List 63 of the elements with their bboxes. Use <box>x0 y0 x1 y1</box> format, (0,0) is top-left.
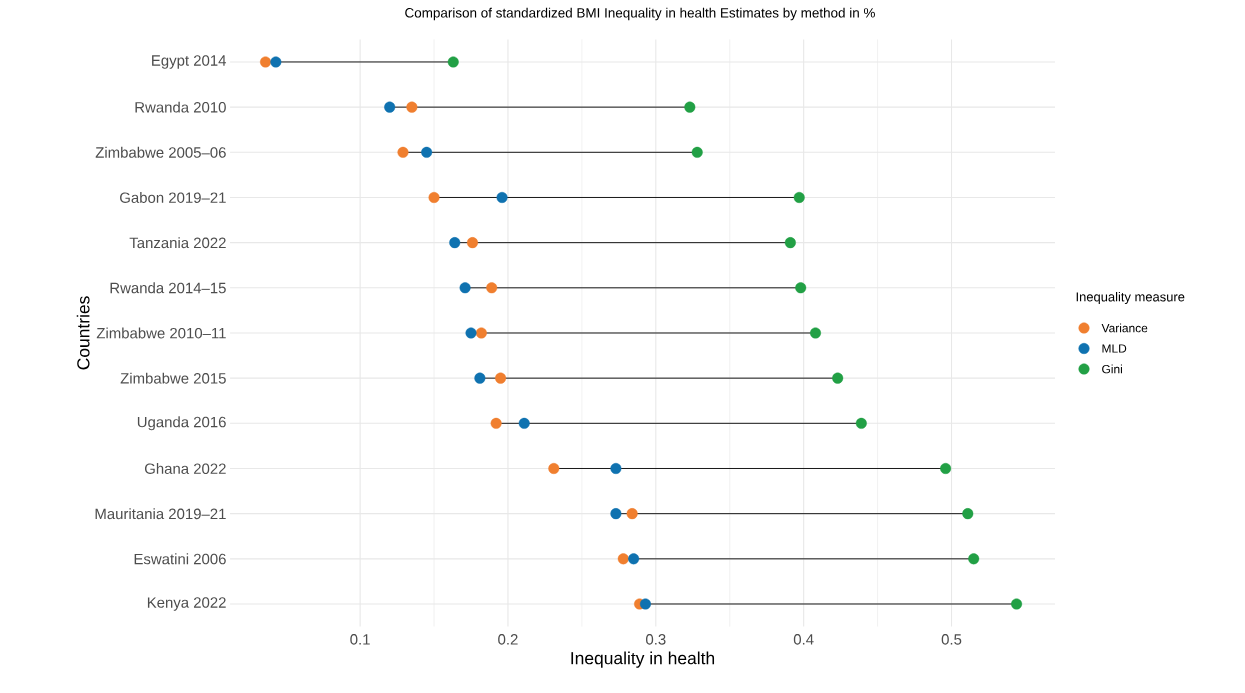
legend-label: MLD <box>1102 344 1127 353</box>
point <box>449 237 461 249</box>
point <box>855 417 867 429</box>
legend-label: Variance <box>1101 323 1148 333</box>
point <box>639 598 651 610</box>
legend-label: Gini <box>1102 364 1122 374</box>
point <box>384 101 396 113</box>
point <box>397 146 409 158</box>
x-tick-label: 0.3 <box>646 634 666 645</box>
y-tick-label: Zimbabwe 2015 <box>120 372 226 384</box>
y-tick-label: Zimbabwe 2005–06 <box>95 146 226 158</box>
point <box>259 56 271 68</box>
point <box>518 417 530 429</box>
x-tick-label: 0.5 <box>941 634 962 645</box>
point <box>968 553 980 565</box>
point <box>691 146 703 158</box>
y-tick-label: Zimbabwe 2010–11 <box>96 327 226 339</box>
y-tick-label: Kenya 2022 <box>147 597 226 611</box>
point <box>610 462 622 474</box>
y-tick-label: Rwanda 2010 <box>135 101 226 113</box>
y-tick-label: Gabon 2019–21 <box>120 191 226 203</box>
y-axis-title: Countries <box>76 296 90 370</box>
point <box>428 191 440 203</box>
y-tick-label: Ghana 2022 <box>144 463 226 474</box>
chart-title: Comparison of standardized BMI Inequality in health Estimates by method in % <box>405 7 875 21</box>
point <box>548 462 560 474</box>
point <box>447 56 459 68</box>
y-tick-label: Rwanda 2014–15 <box>110 282 226 294</box>
point <box>496 191 508 203</box>
point <box>406 101 418 113</box>
y-tick-label: Uganda 2016 <box>137 416 226 431</box>
point <box>832 372 844 384</box>
y-tick-label: Tanzania 2022 <box>129 237 226 249</box>
point <box>459 282 471 294</box>
x-tick-label: 0.1 <box>350 634 370 645</box>
point <box>784 237 796 249</box>
x-tick-label: 0.2 <box>498 634 518 645</box>
point <box>940 462 952 474</box>
point <box>628 553 640 565</box>
y-tick-label: Egypt 2014 <box>152 55 227 69</box>
point <box>684 101 696 113</box>
point <box>626 508 638 520</box>
x-axis-title: Inequality in health <box>571 651 715 668</box>
point <box>475 327 487 339</box>
point <box>486 282 498 294</box>
y-tick-label: Eswatini 2006 <box>134 553 226 565</box>
point <box>490 417 502 429</box>
point <box>617 553 629 565</box>
point <box>421 146 433 158</box>
x-tick-label: 0.4 <box>793 634 814 645</box>
point <box>1011 598 1023 610</box>
point <box>793 191 805 203</box>
point <box>466 237 478 249</box>
point <box>495 372 507 384</box>
point <box>270 56 282 68</box>
y-tick-label: Mauritania 2019–21 <box>95 508 226 520</box>
point <box>474 372 486 384</box>
legend-title: Inequality measure <box>1076 291 1185 305</box>
point <box>795 282 807 294</box>
point <box>962 508 974 520</box>
point <box>465 327 477 339</box>
point <box>610 508 622 520</box>
point <box>809 327 821 339</box>
